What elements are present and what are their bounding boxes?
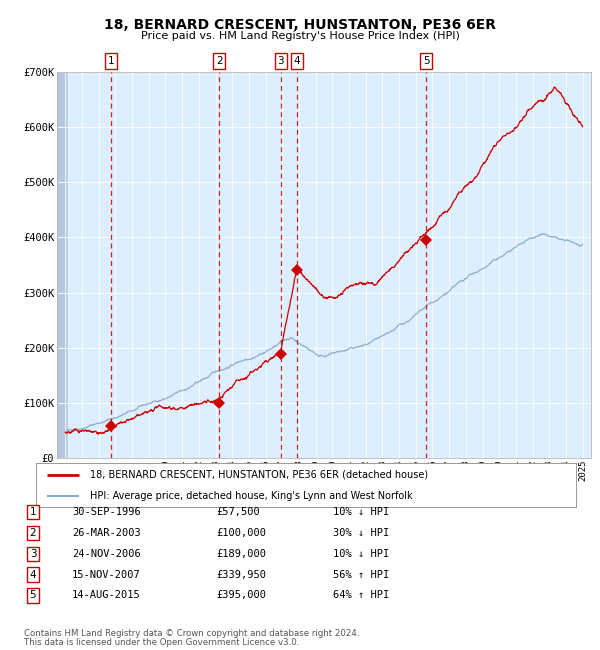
Text: £189,000: £189,000 bbox=[216, 549, 266, 559]
Text: £100,000: £100,000 bbox=[216, 528, 266, 538]
Text: £395,000: £395,000 bbox=[216, 590, 266, 601]
Bar bbox=[57, 72, 66, 458]
Text: 3: 3 bbox=[277, 56, 284, 66]
Text: 14-AUG-2015: 14-AUG-2015 bbox=[72, 590, 141, 601]
Text: £339,950: £339,950 bbox=[216, 569, 266, 580]
Text: 10% ↓ HPI: 10% ↓ HPI bbox=[333, 507, 389, 517]
Text: 1: 1 bbox=[29, 507, 37, 517]
Text: 1: 1 bbox=[108, 56, 115, 66]
Text: 5: 5 bbox=[29, 590, 37, 601]
Text: 15-NOV-2007: 15-NOV-2007 bbox=[72, 569, 141, 580]
Text: 4: 4 bbox=[293, 56, 300, 66]
Text: 64% ↑ HPI: 64% ↑ HPI bbox=[333, 590, 389, 601]
Text: 4: 4 bbox=[29, 569, 37, 580]
Text: 10% ↓ HPI: 10% ↓ HPI bbox=[333, 549, 389, 559]
Text: 30% ↓ HPI: 30% ↓ HPI bbox=[333, 528, 389, 538]
Text: Price paid vs. HM Land Registry's House Price Index (HPI): Price paid vs. HM Land Registry's House … bbox=[140, 31, 460, 41]
Text: Contains HM Land Registry data © Crown copyright and database right 2024.: Contains HM Land Registry data © Crown c… bbox=[24, 629, 359, 638]
Text: 26-MAR-2003: 26-MAR-2003 bbox=[72, 528, 141, 538]
Text: 5: 5 bbox=[423, 56, 430, 66]
Text: 24-NOV-2006: 24-NOV-2006 bbox=[72, 549, 141, 559]
Text: £57,500: £57,500 bbox=[216, 507, 260, 517]
Text: 30-SEP-1996: 30-SEP-1996 bbox=[72, 507, 141, 517]
Text: 18, BERNARD CRESCENT, HUNSTANTON, PE36 6ER: 18, BERNARD CRESCENT, HUNSTANTON, PE36 6… bbox=[104, 18, 496, 32]
Text: 2: 2 bbox=[29, 528, 37, 538]
Text: HPI: Average price, detached house, King's Lynn and West Norfolk: HPI: Average price, detached house, King… bbox=[90, 491, 413, 501]
Text: 18, BERNARD CRESCENT, HUNSTANTON, PE36 6ER (detached house): 18, BERNARD CRESCENT, HUNSTANTON, PE36 6… bbox=[90, 470, 428, 480]
Text: 3: 3 bbox=[29, 549, 37, 559]
Text: This data is licensed under the Open Government Licence v3.0.: This data is licensed under the Open Gov… bbox=[24, 638, 299, 647]
Text: 56% ↑ HPI: 56% ↑ HPI bbox=[333, 569, 389, 580]
Text: 2: 2 bbox=[216, 56, 223, 66]
